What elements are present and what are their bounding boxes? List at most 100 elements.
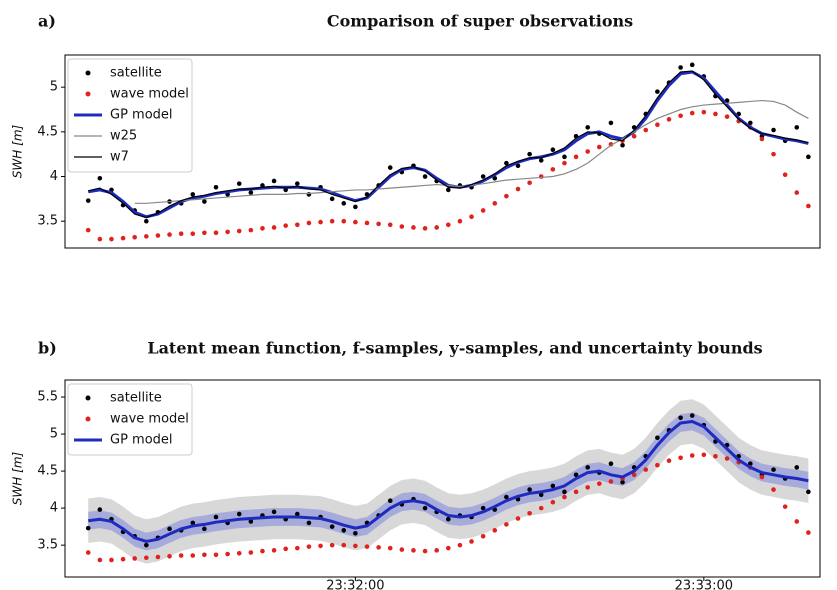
data-point (306, 520, 312, 526)
data-point (202, 552, 207, 558)
x-tick-label: 23:32:00 (326, 579, 384, 590)
data-point (271, 509, 277, 515)
data-point (446, 516, 451, 522)
data-point (236, 511, 242, 517)
data-point (724, 456, 730, 461)
y-axis-label: SWH [m] (11, 451, 25, 505)
data-point (190, 192, 196, 197)
data-point (376, 545, 381, 550)
data-point (295, 222, 300, 228)
data-point (806, 203, 811, 209)
data-point (271, 225, 277, 230)
data-point (387, 165, 393, 170)
data-point (573, 154, 579, 160)
legend-marker (85, 70, 91, 76)
data-point (504, 494, 509, 500)
data-point (527, 487, 532, 492)
data-point (318, 219, 323, 225)
data-point (480, 505, 486, 511)
data-point (248, 550, 254, 555)
data-point (144, 555, 149, 561)
data-point (260, 226, 265, 231)
data-point (202, 526, 207, 532)
data-point (550, 483, 556, 489)
data-point (469, 214, 474, 220)
data-point (748, 461, 753, 466)
y-axis-label: SWH [m] (11, 124, 25, 178)
panel: b) Latent mean function, f-samples, y-sam… (11, 339, 821, 590)
data-point (492, 528, 498, 533)
data-point (144, 218, 149, 224)
data-point (585, 125, 590, 130)
data-point (422, 505, 428, 511)
data-point (132, 234, 137, 240)
data-point (806, 530, 811, 535)
data-point (213, 184, 219, 190)
data-point (329, 524, 335, 529)
data-point (678, 455, 683, 461)
data-point (457, 218, 463, 224)
data-point (155, 233, 161, 238)
data-point (759, 136, 765, 142)
data-point (446, 187, 451, 193)
data-point (573, 489, 579, 495)
data-point (341, 542, 347, 548)
data-point (515, 186, 521, 192)
data-point (504, 193, 509, 199)
data-point (562, 489, 567, 495)
data-point (190, 520, 196, 526)
data-point (329, 218, 335, 224)
data-point (399, 224, 405, 229)
data-point (782, 504, 788, 509)
data-point (387, 545, 393, 551)
y-tick-label: 5.5 (37, 390, 58, 405)
data-point (446, 545, 451, 551)
y-tick-label: 5 (50, 427, 58, 442)
data-point (480, 533, 486, 539)
data-point (318, 543, 323, 549)
chart-title: Latent mean function, f-samples, y-sampl… (147, 339, 762, 358)
data-point (225, 229, 230, 235)
legend-label: satellite (110, 391, 162, 406)
data-point (806, 489, 811, 495)
y-tick-label: 4 (50, 501, 58, 516)
data-point (202, 199, 207, 204)
y-tick-label: 5 (50, 80, 58, 95)
data-point (666, 458, 672, 464)
legend-label: wave model (110, 412, 189, 427)
data-point (631, 472, 637, 478)
data-point (457, 542, 463, 548)
data-point (597, 481, 602, 486)
data-point (631, 134, 637, 139)
data-point (248, 227, 254, 233)
y-tick-label: 4.5 (37, 124, 58, 139)
data-point (806, 154, 811, 160)
data-point (109, 557, 114, 563)
data-point (713, 453, 718, 459)
data-point (353, 543, 358, 549)
legend-label: GP model (110, 433, 173, 448)
data-point (446, 222, 451, 228)
data-point (213, 230, 219, 236)
legend-marker (85, 416, 91, 422)
data-point (527, 151, 532, 157)
data-point (144, 234, 149, 239)
data-point (341, 528, 347, 533)
data-point (678, 65, 683, 70)
data-point (364, 220, 370, 226)
data-point (771, 487, 776, 492)
data-point (97, 236, 103, 242)
data-point (527, 511, 532, 516)
data-point (794, 125, 800, 130)
data-point (573, 472, 579, 478)
data-point (341, 218, 347, 224)
data-point (608, 479, 614, 484)
data-point (480, 174, 486, 179)
data-point (85, 227, 91, 233)
data-point (689, 453, 695, 458)
data-point (260, 548, 265, 554)
y-tick-label: 4 (50, 169, 58, 184)
data-point (295, 181, 300, 186)
data-point (236, 228, 242, 234)
